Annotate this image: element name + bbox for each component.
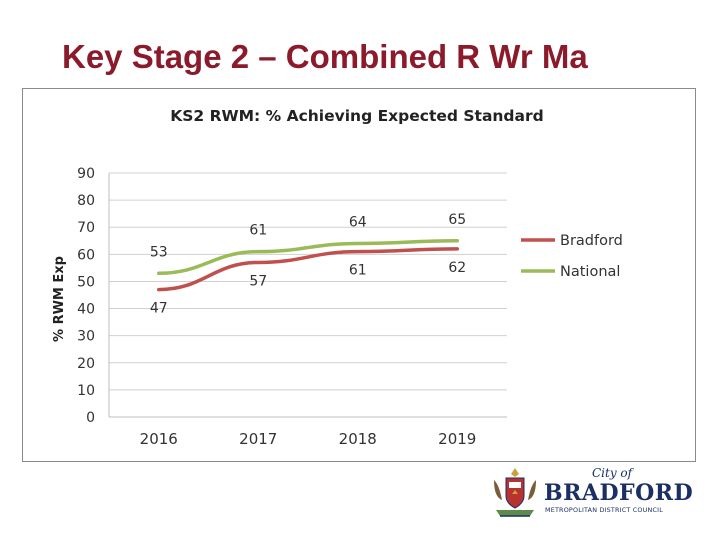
bradford-council-logo: City of BRADFORD METROPOLITAN DISTRICT C… bbox=[488, 466, 693, 522]
data-label: 61 bbox=[349, 263, 367, 279]
chart-frame: KS2 RWM: % Achieving Expected Standard %… bbox=[22, 88, 696, 462]
data-label: 53 bbox=[150, 244, 168, 260]
slide-title: Key Stage 2 – Combined R Wr Ma bbox=[62, 38, 588, 75]
y-tick-label: 50 bbox=[77, 274, 95, 290]
y-tick-label: 80 bbox=[77, 193, 95, 209]
legend-label-bradford: Bradford bbox=[560, 233, 623, 249]
data-label: 57 bbox=[249, 273, 267, 289]
chart-title: KS2 RWM: % Achieving Expected Standard bbox=[170, 107, 543, 125]
y-tick-label: 20 bbox=[77, 356, 95, 372]
data-label: 65 bbox=[448, 212, 466, 228]
y-tick-label: 70 bbox=[77, 220, 95, 236]
coat-of-arms-icon bbox=[494, 468, 536, 517]
y-tick-label: 60 bbox=[77, 247, 95, 263]
line-chart: KS2 RWM: % Achieving Expected Standard %… bbox=[52, 107, 623, 448]
series-line-bradford bbox=[157, 247, 459, 292]
x-tick-label: 2017 bbox=[239, 430, 277, 448]
data-label: 47 bbox=[150, 301, 168, 317]
series-line-national bbox=[157, 239, 459, 276]
x-tick-label: 2019 bbox=[438, 430, 476, 448]
x-tick-label: 2018 bbox=[339, 430, 377, 448]
logo-subtitle: METROPOLITAN DISTRICT COUNCIL bbox=[545, 506, 663, 514]
y-tick-label: 90 bbox=[77, 166, 95, 182]
y-tick-label: 30 bbox=[77, 329, 95, 345]
x-tick-label: 2016 bbox=[140, 430, 178, 448]
y-tick-label: 10 bbox=[77, 383, 95, 399]
y-axis-label: % RWM Exp bbox=[52, 256, 67, 342]
data-label: 64 bbox=[349, 214, 367, 230]
data-label: 62 bbox=[448, 260, 466, 276]
legend-label-national: National bbox=[560, 264, 620, 280]
y-tick-label: 40 bbox=[77, 302, 95, 318]
data-label: 61 bbox=[249, 223, 267, 239]
logo-city-of: City of bbox=[592, 466, 633, 480]
y-tick-label: 0 bbox=[86, 410, 95, 426]
logo-name: BRADFORD bbox=[544, 480, 694, 506]
